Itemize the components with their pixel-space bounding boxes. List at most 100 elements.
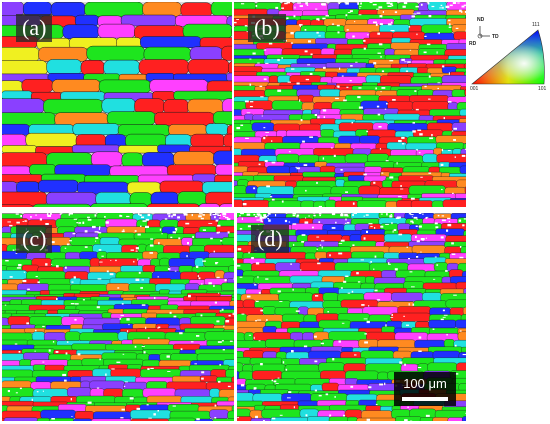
scale-bar-label: 100 μm <box>403 376 447 391</box>
grain <box>227 410 234 420</box>
unindexed-point <box>252 52 256 55</box>
unindexed-point <box>98 228 100 230</box>
unindexed-point <box>417 129 422 131</box>
grain <box>218 389 234 399</box>
unindexed-point <box>82 299 85 301</box>
grain <box>436 153 466 164</box>
grain <box>89 266 122 274</box>
unindexed-point <box>364 341 368 344</box>
unindexed-point <box>420 176 423 178</box>
unindexed-point <box>412 221 414 224</box>
unindexed-point <box>5 260 9 262</box>
grain <box>51 79 101 93</box>
grain <box>319 89 341 97</box>
grain <box>168 417 196 421</box>
unindexed-point <box>56 297 58 300</box>
grain <box>356 417 397 421</box>
grain <box>318 362 345 373</box>
grain <box>71 343 107 351</box>
grain <box>167 404 200 412</box>
unindexed-point <box>270 196 273 198</box>
unindexed-point <box>448 26 452 28</box>
unindexed-point <box>453 139 456 141</box>
unindexed-point <box>305 189 307 192</box>
unindexed-point <box>463 218 466 220</box>
unindexed-point <box>200 217 204 220</box>
unindexed-point <box>18 351 21 353</box>
unindexed-point <box>373 268 375 270</box>
unindexed-point <box>416 12 421 14</box>
td-axis-label: TD <box>492 34 499 40</box>
grain <box>383 113 421 121</box>
unindexed-point <box>296 82 300 85</box>
unindexed-point <box>295 310 300 312</box>
unindexed-point <box>237 265 241 267</box>
unindexed-point <box>265 278 269 280</box>
grain <box>456 362 466 373</box>
unindexed-point <box>51 418 55 420</box>
unindexed-point <box>12 249 15 251</box>
unindexed-point <box>389 60 394 62</box>
unindexed-point <box>172 405 176 407</box>
unindexed-point <box>415 5 419 8</box>
unindexed-point <box>310 53 313 56</box>
unindexed-point <box>300 269 302 271</box>
unindexed-point <box>186 255 188 258</box>
grain <box>181 237 194 247</box>
ebsd-panel-b: (b) <box>234 2 466 207</box>
unindexed-point <box>218 292 220 294</box>
unindexed-point <box>410 220 414 223</box>
unindexed-point <box>73 218 78 220</box>
panel-label: (b) <box>248 14 286 42</box>
unindexed-point <box>64 379 67 382</box>
unindexed-point <box>264 160 268 163</box>
grain <box>2 60 48 76</box>
unindexed-point <box>92 225 96 229</box>
unindexed-point <box>454 373 459 375</box>
grain <box>417 67 429 74</box>
grain <box>229 300 234 308</box>
unindexed-point <box>104 216 106 218</box>
grain <box>64 331 81 342</box>
unindexed-point <box>222 213 227 216</box>
unindexed-point <box>97 278 102 280</box>
grain <box>140 36 202 48</box>
grain <box>390 312 431 322</box>
unindexed-point <box>15 213 19 215</box>
unindexed-point <box>375 23 378 26</box>
unindexed-point <box>106 270 109 273</box>
unindexed-point <box>286 17 289 20</box>
grain <box>32 364 47 371</box>
unindexed-point <box>294 6 296 9</box>
unindexed-point <box>327 311 329 313</box>
unindexed-point <box>465 412 466 414</box>
unindexed-point <box>403 2 408 5</box>
unindexed-point <box>305 78 310 81</box>
unindexed-point <box>35 214 37 216</box>
grain <box>234 199 244 207</box>
grain <box>21 79 54 93</box>
unindexed-point <box>98 249 102 251</box>
corner-101-label: 101 <box>538 86 547 92</box>
unindexed-point <box>325 15 329 17</box>
grain <box>348 175 366 182</box>
unindexed-point <box>116 361 121 364</box>
unindexed-point <box>451 242 454 245</box>
unindexed-point <box>69 213 73 215</box>
unindexed-point <box>366 320 370 324</box>
grain <box>429 109 461 117</box>
grain <box>250 418 272 421</box>
unindexed-point <box>167 213 171 215</box>
grain <box>178 265 194 273</box>
unindexed-point <box>258 340 261 342</box>
unindexed-point <box>368 386 372 389</box>
unindexed-point <box>377 113 381 116</box>
unindexed-point <box>359 6 362 7</box>
grain <box>268 200 302 207</box>
unindexed-point <box>455 27 459 29</box>
unindexed-point <box>223 216 226 217</box>
unindexed-point <box>304 29 307 31</box>
unindexed-point <box>335 221 337 224</box>
grain <box>358 339 379 348</box>
unindexed-point <box>407 406 409 408</box>
